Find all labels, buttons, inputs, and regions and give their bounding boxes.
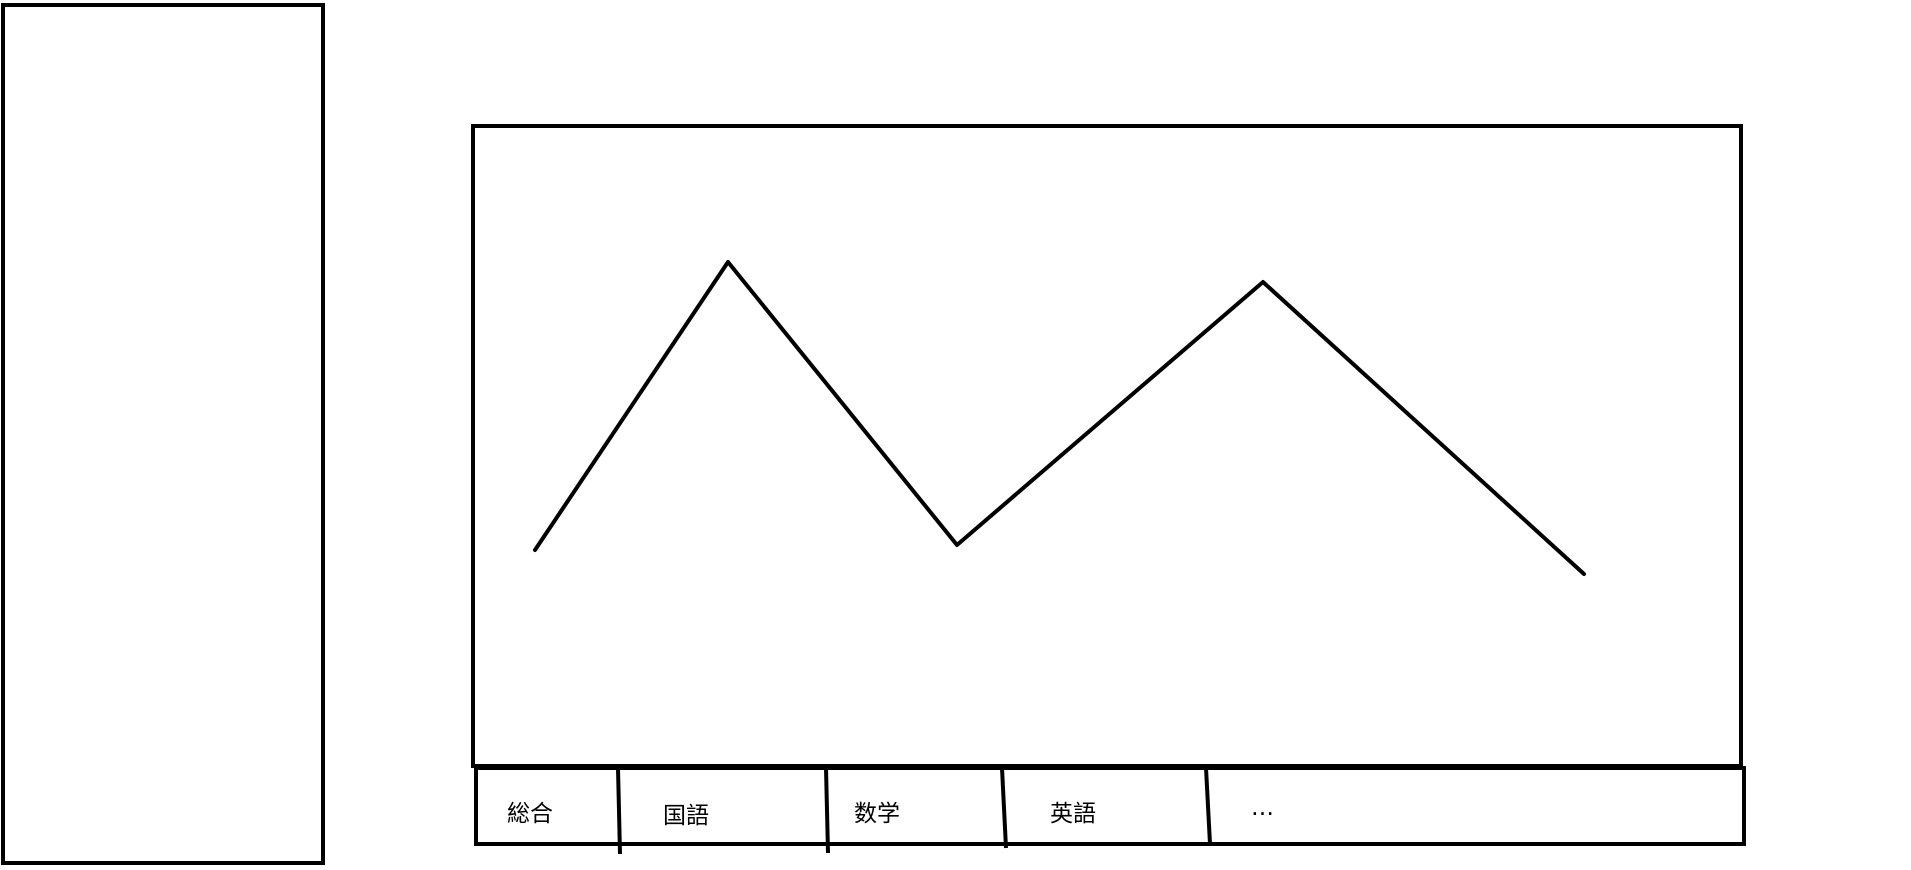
tab-sougou[interactable]: 総合 bbox=[507, 801, 553, 827]
tab-suugaku[interactable]: 数学 bbox=[854, 801, 900, 827]
sidebar-panel bbox=[1, 3, 325, 865]
tab-kokugo[interactable]: 国語 bbox=[663, 803, 709, 829]
tab-divider bbox=[616, 767, 622, 855]
tab-divider bbox=[824, 767, 830, 854]
tab-divider bbox=[1000, 767, 1008, 849]
graph-panel bbox=[471, 124, 1743, 768]
tab-more[interactable]: … bbox=[1251, 795, 1274, 821]
tab-eigo[interactable]: 英語 bbox=[1050, 801, 1096, 827]
tab-bar bbox=[474, 766, 1746, 846]
graph-line bbox=[533, 260, 1586, 576]
tab-divider bbox=[1204, 767, 1212, 845]
